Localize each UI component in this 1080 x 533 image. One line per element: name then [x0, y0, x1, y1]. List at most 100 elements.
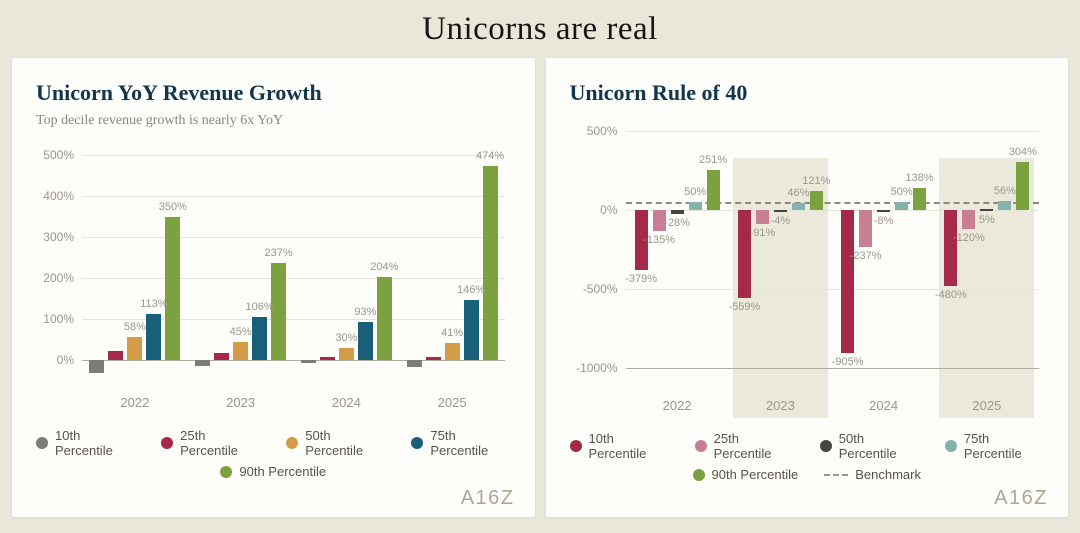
bar-value-label: 237%	[264, 247, 293, 260]
bar-value-label: -120%	[952, 231, 985, 244]
bar	[773, 209, 787, 212]
legend-label: 10th Percentile	[55, 428, 113, 458]
bar-value-label: -480%	[934, 288, 967, 301]
legend-label: 90th Percentile	[239, 464, 327, 479]
bar-value-label: 204%	[370, 260, 399, 273]
legend-label: 75th Percentile	[963, 431, 1022, 461]
y-axis-label: 300%	[43, 230, 74, 245]
legend-dot	[36, 437, 48, 449]
legend-label: 75th Percentile	[430, 428, 489, 458]
bar	[980, 208, 994, 211]
bar	[755, 209, 769, 225]
legend-item: 90th Percentile	[220, 464, 326, 479]
bar-value-label: -559%	[728, 301, 761, 314]
gridline	[82, 278, 505, 280]
legend-dot	[819, 440, 832, 452]
bar-value-label: -4%	[770, 214, 791, 227]
revenue-growth-subtitle: Top decile revenue growth is nearly 6x Y…	[36, 113, 284, 128]
y-axis-label: 100%	[43, 312, 74, 327]
bar	[127, 336, 143, 361]
bar-value-label: 5%	[978, 213, 995, 226]
bar	[482, 165, 498, 361]
page-title: Unicorns are real	[422, 10, 658, 47]
y-axis-label: 0%	[600, 202, 618, 217]
legend-dash-swatch	[824, 473, 849, 476]
bar-value-label: 41%	[441, 327, 464, 340]
bar	[944, 209, 958, 286]
legend-item: 25th Percentile	[161, 428, 260, 458]
rule-of-40-chart: 500% 0% -500% -1000% 2022 -379% -135% -28% 50% 25…	[570, 118, 1045, 418]
bar-value-label: -379%	[625, 272, 658, 285]
bar-value-label: 50%	[890, 185, 913, 198]
bar	[233, 341, 249, 361]
gridline	[82, 360, 505, 362]
gridline	[625, 288, 1039, 290]
a16z-logo: A16Z	[994, 487, 1048, 509]
bar	[252, 316, 268, 361]
bar	[706, 170, 720, 210]
bar	[425, 356, 441, 361]
cards-row: Unicorn YoY Revenue Growth Top decile re…	[0, 58, 1080, 517]
gridline	[82, 155, 505, 157]
legend-dot	[692, 468, 705, 481]
bar-value-label: -905%	[831, 355, 864, 368]
y-axis-label: 400%	[43, 189, 74, 204]
bar	[146, 313, 162, 361]
bar	[195, 360, 211, 367]
bar-value-label: 304%	[1008, 145, 1037, 158]
revenue-growth-legend: 10th Percentile 25th Percentile 50th Perce…	[36, 428, 511, 479]
y-axis-label: -500%	[582, 281, 618, 296]
revenue-growth-panel: Unicorn YoY Revenue Growth Top decile re…	[12, 58, 535, 517]
x-axis-label: 2022	[120, 395, 150, 410]
legend-item: 50th Percentile	[819, 431, 919, 461]
bar-value-label: 30%	[335, 332, 358, 344]
bar	[463, 300, 479, 361]
bar-value-label: 93%	[354, 306, 377, 319]
bar	[737, 209, 751, 299]
bar	[319, 357, 335, 361]
bar-value-label: 121%	[802, 174, 831, 187]
y-axis-label: 0%	[56, 353, 74, 368]
legend-item: 75th Percentile	[411, 428, 510, 458]
bar	[998, 200, 1012, 210]
bar	[809, 190, 823, 210]
legend-dot	[286, 437, 299, 449]
x-axis-label: 2024	[331, 395, 361, 410]
legend-item: 50th Percentile	[286, 428, 385, 458]
revenue-growth-title: Unicorn YoY Revenue Growth	[36, 80, 322, 105]
bar-value-label: -8%	[873, 214, 894, 227]
bar-value-label: 106%	[245, 300, 274, 313]
legend-dot	[411, 437, 424, 449]
gridline	[82, 196, 505, 198]
legend-item: 75th Percentile	[944, 431, 1044, 461]
bar	[444, 343, 460, 361]
gridline	[82, 237, 505, 239]
legend-row: 90th Percentile Benchmark	[692, 467, 921, 482]
bar	[652, 209, 666, 232]
bar	[634, 209, 648, 270]
legend-dot	[944, 440, 957, 452]
legend-item: 10th Percentile	[36, 428, 135, 458]
bar	[165, 216, 181, 361]
bar	[670, 209, 684, 215]
page-header: Unicorns are real	[0, 0, 1080, 58]
legend-dot	[569, 440, 582, 452]
bar	[1016, 161, 1030, 210]
gridline	[625, 209, 1039, 211]
legend-row: 90th Percentile	[220, 464, 326, 479]
y-axis-label: 500%	[586, 123, 618, 138]
legend-item: Benchmark	[824, 467, 921, 482]
bar	[859, 209, 873, 248]
rule-of-40-legend: 10th Percentile 25th Percentile 50th Perce…	[569, 431, 1045, 482]
bar-value-label: 46%	[787, 186, 810, 199]
bar	[406, 360, 422, 367]
bar	[214, 352, 230, 361]
bar	[913, 187, 927, 210]
bar-value-label: 113%	[140, 297, 168, 310]
bar-value-label: 58%	[123, 320, 146, 333]
y-axis-label: 500%	[43, 148, 74, 163]
bar	[271, 263, 287, 361]
bar-value-label: -91%	[749, 227, 776, 240]
legend-label: 25th Percentile	[180, 428, 238, 458]
y-axis-label: 200%	[43, 271, 74, 286]
